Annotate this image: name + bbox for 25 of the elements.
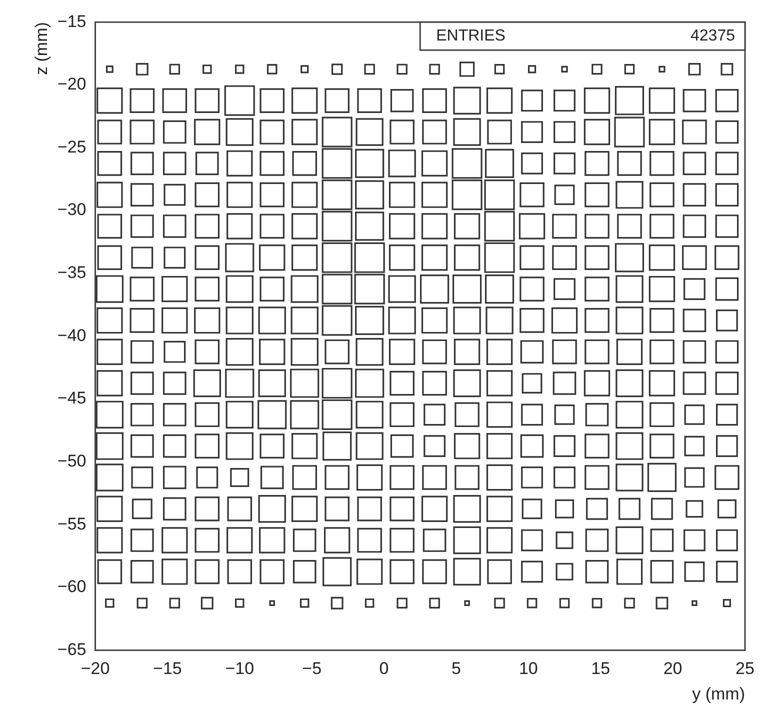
x-axis-title: y (mm) — [692, 684, 745, 704]
x-tick-label: 20 — [663, 659, 682, 678]
x-tick-label: −20 — [80, 659, 110, 678]
y-tick-label: −15 — [57, 12, 86, 31]
x-tick-label: −5 — [302, 659, 322, 678]
y-tick-label: −55 — [57, 514, 86, 534]
x-tick-label: 15 — [591, 659, 610, 678]
y-axis-title: z (mm) — [32, 22, 51, 75]
x-tick-label: 10 — [518, 659, 538, 678]
x-tick-label: 5 — [451, 659, 461, 678]
y-tick-label: −40 — [57, 326, 86, 345]
y-tick-label: −35 — [57, 263, 86, 282]
y-tick-label: −65 — [57, 640, 86, 659]
y-tick-label: −20 — [57, 74, 86, 94]
x-tick-label: 0 — [379, 659, 389, 678]
y-tick-label: −25 — [57, 137, 86, 156]
y-tick-label: −50 — [57, 451, 86, 470]
annotation: ENTRIES — [436, 28, 506, 45]
y-tick-label: −30 — [57, 200, 86, 220]
x-tick-label: 25 — [736, 659, 754, 678]
annotation: 42375 — [690, 28, 736, 45]
y-tick-label: −60 — [57, 577, 86, 596]
x-tick-label: −15 — [153, 659, 182, 678]
y-tick-label: −45 — [57, 388, 86, 408]
x-tick-label: −10 — [225, 659, 254, 678]
